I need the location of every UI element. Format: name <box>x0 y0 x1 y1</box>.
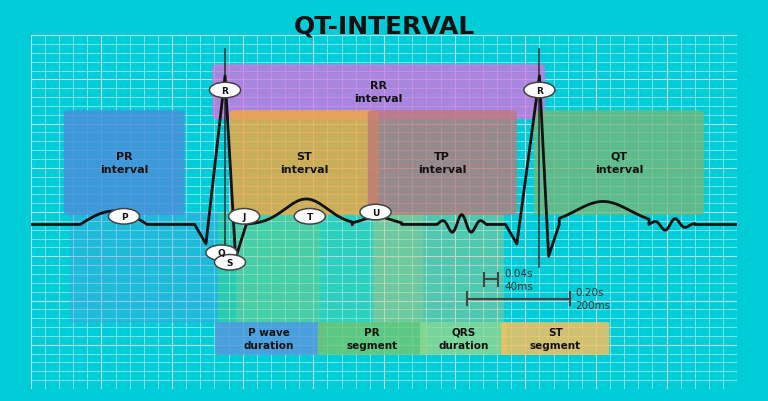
FancyBboxPatch shape <box>502 322 609 355</box>
Text: ST
segment: ST segment <box>530 327 581 350</box>
Circle shape <box>294 209 326 225</box>
Circle shape <box>360 205 391 220</box>
Circle shape <box>108 209 140 225</box>
Text: R: R <box>222 86 228 95</box>
Text: QRS
duration: QRS duration <box>439 327 488 350</box>
FancyBboxPatch shape <box>212 65 545 120</box>
Text: Q: Q <box>217 249 225 257</box>
Polygon shape <box>373 213 504 324</box>
Polygon shape <box>236 213 423 324</box>
Circle shape <box>524 83 555 99</box>
Text: 0.20s: 0.20s <box>575 287 604 297</box>
Text: QT-INTERVAL: QT-INTERVAL <box>293 14 475 38</box>
FancyBboxPatch shape <box>215 322 323 355</box>
FancyBboxPatch shape <box>420 322 507 355</box>
FancyBboxPatch shape <box>318 322 425 355</box>
FancyBboxPatch shape <box>368 111 517 215</box>
Text: J: J <box>243 212 246 221</box>
Text: 200ms: 200ms <box>575 301 611 311</box>
Circle shape <box>214 255 246 270</box>
Polygon shape <box>218 213 320 324</box>
Text: PR
interval: PR interval <box>100 152 148 175</box>
Text: RR
interval: RR interval <box>355 81 403 104</box>
Text: TP
interval: TP interval <box>418 152 466 175</box>
Text: S: S <box>227 258 233 267</box>
Polygon shape <box>70 213 218 324</box>
Text: 0.04s: 0.04s <box>504 268 533 278</box>
Text: R: R <box>536 86 543 95</box>
Text: U: U <box>372 208 379 217</box>
Circle shape <box>229 209 260 225</box>
Text: T: T <box>306 212 313 221</box>
Text: 40ms: 40ms <box>504 282 533 291</box>
Text: PR
segment: PR segment <box>346 327 397 350</box>
FancyBboxPatch shape <box>230 111 379 215</box>
Text: P wave
duration: P wave duration <box>244 327 294 350</box>
Text: P: P <box>121 212 127 221</box>
Text: QT
interval: QT interval <box>594 152 643 175</box>
Circle shape <box>206 245 237 261</box>
FancyBboxPatch shape <box>534 111 704 215</box>
Circle shape <box>210 83 240 99</box>
FancyBboxPatch shape <box>64 111 185 215</box>
Text: ST
interval: ST interval <box>280 152 329 175</box>
